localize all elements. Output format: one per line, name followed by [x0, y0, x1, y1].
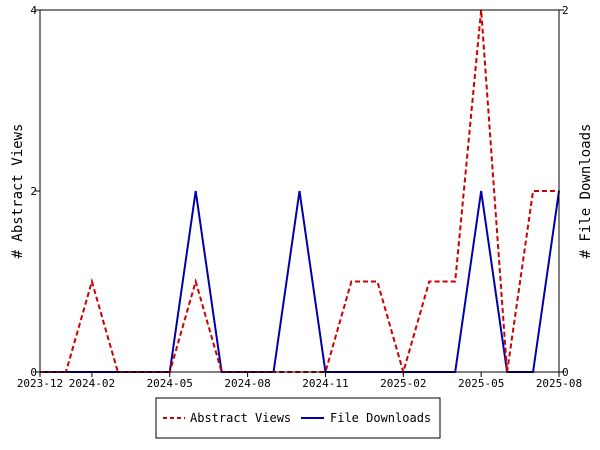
- x-tick-label-2025-02: 2025-02: [380, 377, 426, 390]
- series-line-file-downloads: [40, 190, 560, 373]
- series-layer: [40, 9, 560, 376]
- ticks-layer: 2023-12 2024-02 2024-05 2024-08 2024-11 2025-…: [17, 4, 582, 390]
- x-tick-label-2024-08: 2024-08: [224, 377, 270, 390]
- y-right-tick-label-2: 2: [562, 4, 569, 17]
- x-tick-label-2023-12: 2023-12: [17, 377, 63, 390]
- legend-label-abstract-views: Abstract Views: [190, 411, 291, 425]
- y-left-tick-label-0: 0: [30, 366, 37, 379]
- y-left-tick-label-2: 2: [30, 185, 37, 198]
- x-tick-label-2025-08: 2025-08: [536, 377, 582, 390]
- y-axis-right-label: # File Downloads: [578, 124, 594, 259]
- y-right-tick-label-0: 0: [562, 366, 569, 379]
- x-tick-label-2025-05: 2025-05: [458, 377, 504, 390]
- x-tick-label-2024-11: 2024-11: [302, 377, 348, 390]
- x-tick-label-2024-05: 2024-05: [147, 377, 193, 390]
- legend-box: [155, 397, 441, 439]
- y-left-tick-label-4: 4: [30, 4, 37, 17]
- y-axis-left-label: # Abstract Views: [10, 124, 26, 259]
- legend: Abstract Views File Downloads: [155, 397, 441, 439]
- legend-label-file-downloads: File Downloads: [330, 411, 431, 425]
- x-tick-label-2024-02: 2024-02: [69, 377, 115, 390]
